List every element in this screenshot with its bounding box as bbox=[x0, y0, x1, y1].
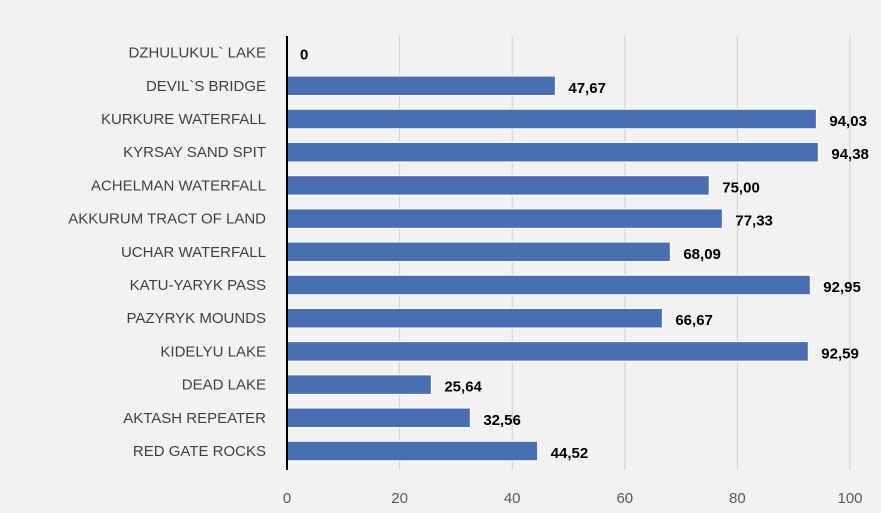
data-label: 44,52 bbox=[551, 445, 589, 462]
x-tick-label: 100 bbox=[837, 490, 862, 507]
bar bbox=[286, 440, 539, 462]
bar bbox=[286, 341, 809, 362]
bar bbox=[286, 75, 556, 97]
category-labels: DZHULUKUL` LAKE DEVIL`S BRIDGE KURKURE WAT… bbox=[68, 45, 266, 460]
data-labels: 0 47,67 94,03 94,38 75,00 77,33 68,09 92,95 66,6… bbox=[300, 47, 869, 462]
category-label: DZHULUKUL` LAKE bbox=[128, 45, 266, 62]
bar bbox=[286, 374, 432, 395]
category-label: KYRSAY SAND SPIT bbox=[123, 144, 266, 161]
category-label: ACHELMAN WATERFALL bbox=[91, 177, 266, 194]
category-label: KURKURE WATERFALL bbox=[101, 111, 266, 128]
data-label: 92,95 bbox=[823, 279, 861, 296]
data-label: 94,03 bbox=[829, 113, 867, 130]
category-label: KATU-YARYK PASS bbox=[130, 277, 266, 294]
bar bbox=[286, 208, 723, 229]
bar bbox=[286, 407, 471, 429]
x-tick-label: 20 bbox=[391, 490, 408, 507]
category-label: AKKURUM TRACT OF LAND bbox=[68, 211, 266, 228]
bar bbox=[286, 307, 663, 329]
bar bbox=[286, 241, 671, 263]
category-label: RED GATE ROCKS bbox=[133, 443, 266, 460]
data-label: 66,67 bbox=[675, 312, 713, 329]
category-label: UCHAR WATERFALL bbox=[121, 244, 266, 261]
x-axis-tick-labels: 0 20 40 60 80 100 bbox=[283, 490, 863, 507]
x-tick-label: 60 bbox=[616, 490, 633, 507]
category-label: KIDELYU LAKE bbox=[160, 343, 266, 360]
x-tick-label: 40 bbox=[504, 490, 521, 507]
category-label: DEAD LAKE bbox=[182, 377, 266, 394]
data-label: 94,38 bbox=[831, 146, 869, 163]
bar bbox=[286, 175, 710, 196]
data-label: 47,67 bbox=[568, 80, 606, 97]
category-label: AKTASH REPEATER bbox=[123, 410, 266, 427]
data-label: 92,59 bbox=[821, 345, 859, 362]
data-label: 25,64 bbox=[444, 379, 482, 396]
data-label: 68,09 bbox=[683, 246, 721, 263]
bar bbox=[286, 274, 811, 296]
bar bbox=[286, 141, 819, 163]
bar bbox=[286, 108, 817, 130]
data-label: 75,00 bbox=[722, 179, 760, 196]
bars bbox=[286, 75, 819, 462]
data-label: 32,56 bbox=[483, 412, 521, 429]
category-label: PAZYRYK MOUNDS bbox=[127, 310, 266, 327]
x-tick-label: 80 bbox=[729, 490, 746, 507]
category-label: DEVIL`S BRIDGE bbox=[146, 78, 266, 95]
data-label: 0 bbox=[300, 47, 308, 64]
data-label: 77,33 bbox=[735, 213, 773, 230]
x-tick-label: 0 bbox=[283, 490, 291, 507]
